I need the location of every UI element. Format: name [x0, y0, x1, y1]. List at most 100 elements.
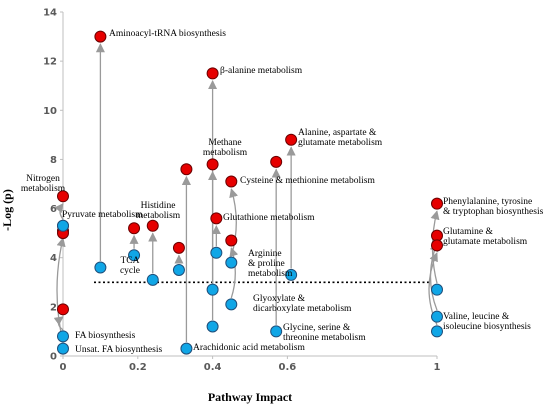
- pathway-point-blue: [431, 283, 443, 296]
- pathway-point-blue: [225, 298, 238, 311]
- annotation-line: Methane: [208, 138, 241, 148]
- x-tick-label: 0.6: [279, 362, 297, 373]
- annotation-line: Glutathione metabolism: [223, 213, 315, 223]
- x-tick-label: 0.2: [129, 362, 147, 373]
- y-tick-label: 6: [50, 204, 57, 215]
- annotation-line: glutamate metabolism: [298, 138, 383, 148]
- y-tick-label: 14: [43, 8, 57, 19]
- pathway-point-red: [270, 155, 283, 168]
- pathway-annotation: Glycine, serine & threonine metabolism: [283, 323, 366, 343]
- pathway-annotation: Arachidonic acid metabolism: [193, 343, 305, 353]
- pathway-point-blue: [94, 261, 107, 274]
- pathway-annotation: Aminoacyl-tRNA biosynthesis: [109, 29, 226, 39]
- pathway-point-red: [210, 212, 223, 225]
- x-tick-label: 0.4: [204, 362, 222, 373]
- pathway-annotation: β-alanine metabolism: [220, 66, 303, 76]
- y-tick-label: 12: [43, 57, 57, 68]
- annotation-line: TCA: [121, 256, 140, 266]
- annotation-line: β-alanine metabolism: [220, 66, 303, 76]
- pathway-point-red: [206, 158, 219, 171]
- annotation-line: Valine, leucine &: [443, 312, 510, 322]
- annotation-line: Cysteine & methionine metabolism: [240, 176, 375, 186]
- pathway-point-blue: [206, 320, 219, 333]
- annotation-line: Alanine, aspartate &: [298, 128, 377, 138]
- annotation-line: metabolism: [136, 211, 181, 221]
- pathway-annotation: Alanine, aspartate & glutamate metabolism: [298, 128, 383, 148]
- annotation-line: & tryptophan biosynthesis: [443, 207, 544, 217]
- pathway-point-blue: [146, 273, 159, 286]
- pathway-annotation: Histidine metabolism: [136, 201, 181, 221]
- pathway-point-blue: [172, 264, 185, 276]
- pathway-point-red: [431, 239, 443, 252]
- pathway-point-blue: [225, 256, 238, 269]
- annotation-line: metabolism: [248, 269, 293, 279]
- y-tick-label: 10: [43, 106, 57, 117]
- annotation-line: Arginine: [248, 249, 282, 259]
- x-axis-title: Pathway Impact: [208, 390, 292, 404]
- pathway-point-blue: [431, 325, 443, 338]
- pathway-point-red: [225, 175, 238, 188]
- pathway-point-blue: [128, 249, 141, 262]
- annotation-line: Glyoxylate &: [253, 294, 306, 304]
- pathway-annotation: TCA cycle: [120, 256, 140, 276]
- annotation-line: Glutamine &: [443, 227, 493, 237]
- pathway-annotation: Unsat. FA biosynthesis: [75, 345, 162, 355]
- annotation-line: FA biosynthesis: [75, 331, 136, 341]
- pathway-annotation: Glutamine & glutamate metabolism: [443, 227, 528, 247]
- pathway-point-blue: [57, 342, 69, 355]
- x-tick-label: 0: [60, 362, 67, 373]
- y-tick-label: 2: [50, 302, 57, 313]
- annotation-line: isoleucine biosynthesis: [443, 322, 531, 332]
- annotation-line: glutamate metabolism: [443, 237, 528, 247]
- pathway-arrow: [56, 237, 66, 343]
- annotation-line: Histidine: [141, 201, 176, 211]
- annotation-line: Pyruvate metabolism: [62, 210, 143, 220]
- y-tick-label: 4: [50, 253, 57, 264]
- pathway-arrow: [229, 247, 239, 299]
- y-tick-label: 8: [50, 155, 57, 166]
- axes-layer: [62, 12, 437, 357]
- pathway-point-red: [94, 30, 107, 43]
- annotation-line: Aminoacyl-tRNA biosynthesis: [109, 29, 226, 39]
- pathway-annotation: Nitrogen metabolism: [21, 174, 66, 194]
- y-tick-label: 0: [50, 352, 57, 363]
- pathway-annotation: Glyoxylate & dicarboxylate metabolism: [253, 294, 352, 314]
- pathway-point-blue: [206, 283, 219, 296]
- pathway-point-blue: [57, 330, 69, 343]
- arrow-layer: [53, 43, 440, 343]
- annotation-line: Arachidonic acid metabolism: [193, 343, 305, 353]
- pathway-point-red: [172, 241, 185, 254]
- pathway-point-blue: [270, 325, 283, 338]
- annotation-line: cycle: [120, 266, 140, 276]
- pathway-arrow: [53, 316, 64, 331]
- pathway-point-blue: [180, 342, 193, 355]
- pathway-point-red: [225, 234, 238, 247]
- ticks-layer: 0 2 4 6 8 10 12 14 0 0.2 0.4 0.6 1: [43, 8, 440, 374]
- pathway-arrow: [54, 203, 64, 220]
- pathway-annotation: Pyruvate metabolism: [62, 210, 143, 220]
- pathway-point-red: [57, 303, 69, 316]
- pathway-annotation: Glutathione metabolism: [223, 213, 315, 223]
- pathway-point-red: [57, 190, 69, 203]
- pathway-annotation: FA biosynthesis: [75, 331, 136, 341]
- annotation-line: Unsat. FA biosynthesis: [75, 345, 162, 355]
- pathway-point-red: [146, 219, 159, 232]
- y-axis-title: -Log (p): [0, 189, 14, 231]
- pathway-point-red: [431, 197, 443, 210]
- pathway-point-red: [180, 163, 193, 176]
- pathway-point-blue: [285, 268, 298, 281]
- pathway-annotation: Methane metabolism: [203, 138, 248, 158]
- x-tick-label: 1: [434, 362, 441, 373]
- point-layer: [57, 30, 443, 355]
- annotation-line: & proline: [248, 259, 285, 269]
- pathway-point-red: [285, 133, 298, 146]
- pathway-point-red: [128, 222, 141, 235]
- annotation-line: metabolism: [21, 184, 66, 194]
- pathway-point-red: [206, 67, 219, 80]
- pathway-point-blue: [431, 310, 443, 323]
- pathway-annotation: Cysteine & methionine metabolism: [240, 176, 375, 186]
- pathway-point-blue: [57, 219, 69, 232]
- pathway-annotation: Arginine & proline metabolism: [248, 249, 293, 279]
